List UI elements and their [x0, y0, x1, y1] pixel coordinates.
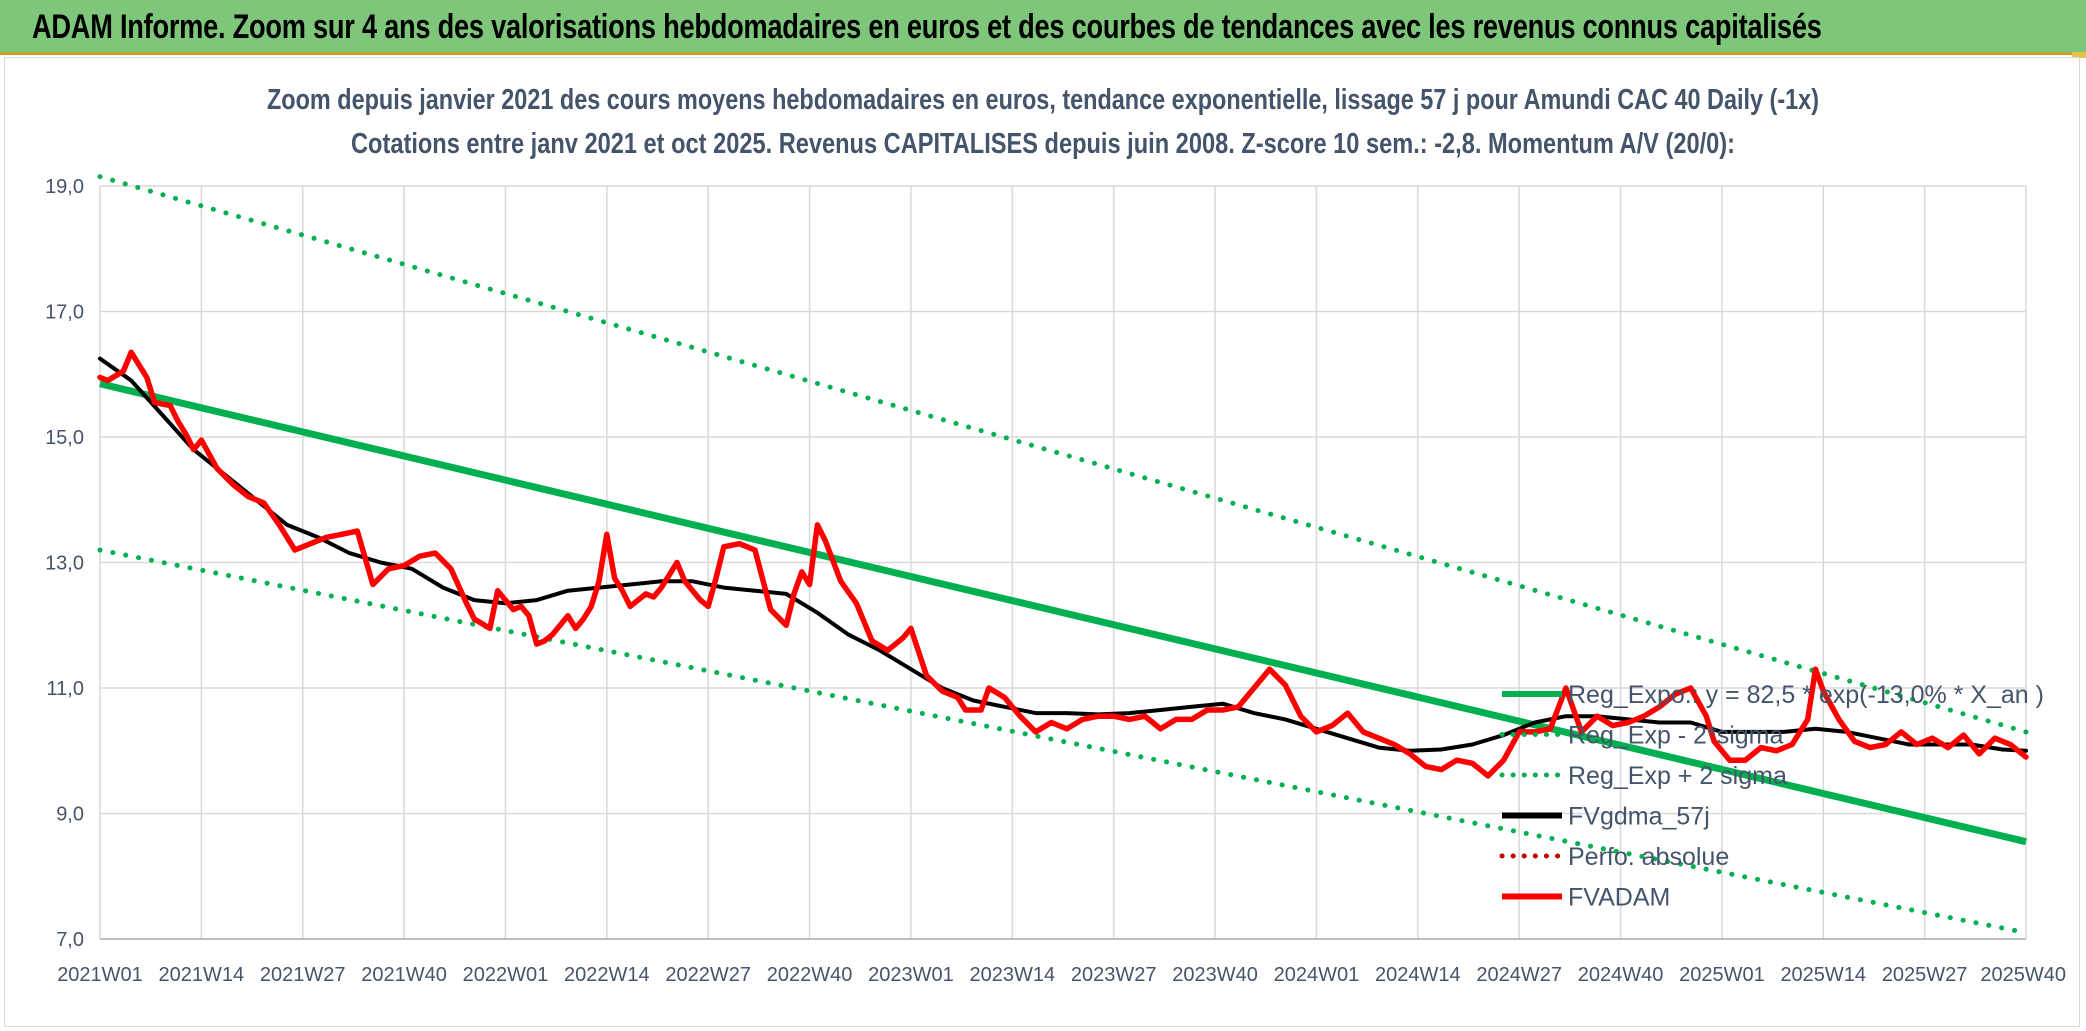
series-adam-line — [97, 349, 2029, 779]
x-tick-label: 2024W40 — [1578, 964, 1664, 986]
chart-frame — [4, 57, 2080, 1027]
y-tick-label: 17,0 — [45, 302, 84, 324]
series-lower-line — [97, 547, 2029, 936]
x-axis: 2021W01 2021W14 2021W27 2021W40 2022W01 2022W… — [57, 938, 2066, 986]
chart-subtitle: Cotations entre janv 2021 et oct 2025. R… — [351, 128, 1735, 160]
x-tick-label: 2025W14 — [1780, 964, 1866, 986]
chart-title: Zoom depuis janvier 2021 des cours moyen… — [267, 84, 1819, 116]
series-group — [97, 174, 2029, 936]
banner-accent — [2072, 52, 2086, 58]
x-tick-label: 2025W01 — [1679, 964, 1765, 986]
x-tick-label: 2022W01 — [463, 964, 549, 986]
legend-label-adam: FVADAM — [1568, 884, 1670, 912]
x-tick-label: 2022W27 — [665, 964, 751, 986]
x-tick-label: 2023W01 — [868, 964, 954, 986]
y-tick-label: 19,0 — [45, 176, 84, 198]
legend-label-reg: Reg_Expo.: y = 82,5 * exp(-13,0% * X_an … — [1568, 681, 2044, 709]
y-tick-label: 13,0 — [45, 553, 84, 575]
x-tick-label: 2021W14 — [159, 964, 245, 986]
x-tick-label: 2022W40 — [767, 964, 853, 986]
x-tick-label: 2021W01 — [57, 964, 143, 986]
report-banner: ADAM Informe. Zoom sur 4 ans des valoris… — [0, 0, 2086, 55]
legend-label-perf: Perfo. absolue — [1568, 843, 1729, 871]
x-tick-label: 2023W27 — [1071, 964, 1157, 986]
gridlines — [99, 185, 2027, 940]
x-tick-label: 2021W40 — [361, 964, 447, 986]
legend-label-upper: Reg_Exp + 2 sigma — [1568, 762, 1787, 790]
legend: Reg_Expo.: y = 82,5 * exp(-13,0% * X_an … — [1499, 681, 2044, 912]
y-tick-label: 9,0 — [56, 804, 84, 826]
x-tick-label: 2024W01 — [1274, 964, 1360, 986]
y-tick-label: 11,0 — [47, 678, 84, 700]
x-tick-label: 2025W27 — [1882, 964, 1968, 986]
x-tick-label: 2024W14 — [1375, 964, 1461, 986]
x-tick-label: 2024W27 — [1476, 964, 1562, 986]
series-reg-line — [99, 380, 2027, 846]
x-tick-label: 2021W27 — [260, 964, 346, 986]
x-tick-label: 2022W14 — [564, 964, 650, 986]
x-tick-label: 2025W40 — [1980, 964, 2066, 986]
y-tick-label: 15,0 — [45, 427, 84, 449]
x-tick-label: 2023W40 — [1172, 964, 1258, 986]
y-axis: 19,0 17,0 15,0 13,0 11,0 9,0 7,0 — [45, 176, 84, 951]
legend-label-lower: Reg_Exp - 2*sigma — [1568, 722, 1783, 750]
legend-label-sma: FVgdma_57j — [1568, 803, 1710, 831]
x-tick-label: 2023W14 — [970, 964, 1056, 986]
y-tick-label: 7,0 — [56, 929, 84, 951]
banner-title: ADAM Informe. Zoom sur 4 ans des valoris… — [32, 8, 1822, 46]
